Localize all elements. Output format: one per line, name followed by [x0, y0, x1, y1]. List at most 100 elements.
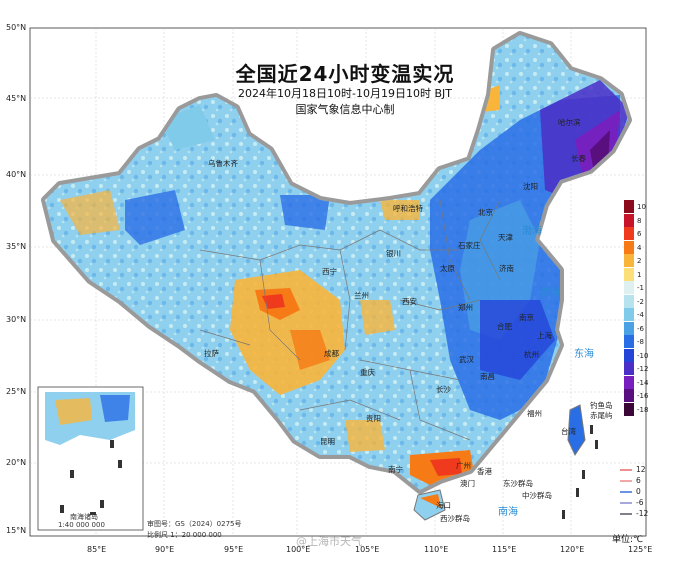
legend-label: 10 [637, 203, 646, 211]
legend-swatch [624, 294, 634, 308]
city-label: 长春 [571, 154, 586, 163]
lat-label: 15°N [6, 526, 27, 535]
legend-label: -6 [637, 324, 644, 333]
legend-swatch [624, 375, 634, 389]
city-label: 成都 [324, 349, 339, 358]
city-label: 赤尾屿 [590, 411, 613, 420]
legend-label: -14 [637, 378, 649, 387]
legend-label: -16 [637, 392, 649, 400]
inset-dashes [60, 440, 122, 515]
legend-label: 4 [637, 243, 642, 252]
city-label: 西宁 [322, 267, 337, 276]
city-label: 北京 [478, 208, 493, 217]
legend-swatch [624, 348, 634, 362]
map-approval-number: 审图号：GS（2024）0275号 [147, 520, 242, 528]
sea-label: 东海 [574, 349, 594, 360]
city-label: 郑州 [458, 303, 473, 312]
lat-label: 20°N [6, 458, 27, 467]
legend-label: -12 [637, 365, 649, 373]
isoline-label: 0 [636, 487, 641, 496]
lon-label: 125°E [628, 545, 653, 554]
city-label: 乌鲁木齐 [208, 159, 238, 168]
dash-marks [562, 425, 598, 519]
map-scale: 比例尺 1：20 000 000 [147, 531, 222, 539]
city-label: 武汉 [459, 355, 474, 364]
city-label: 中沙群岛 [522, 491, 552, 500]
lat-label: 45°N [6, 94, 27, 103]
lon-label: 120°E [560, 545, 585, 554]
city-label: 西沙群岛 [440, 514, 470, 523]
isoline-label: -12 [636, 509, 649, 518]
taiwan-island [567, 404, 586, 457]
lon-label: 100°E [286, 545, 311, 554]
city-label: 拉萨 [204, 349, 219, 358]
sea-label: 渤海 [522, 226, 542, 237]
city-label: 香港 [477, 467, 492, 476]
city-label: 东沙群岛 [503, 479, 533, 488]
lat-label: 40°N [6, 170, 27, 179]
map-subtitle: 2024年10月18日10时-10月19日10时 BJT [238, 87, 452, 100]
inset-scale: 1:40 000 000 [58, 521, 105, 529]
lon-label: 115°E [492, 545, 517, 554]
city-label: 西安 [402, 297, 417, 306]
isoline-label: -6 [636, 498, 644, 507]
legend-label: -8 [637, 338, 644, 346]
city-label: 兰州 [354, 291, 369, 300]
map-issuer: 国家气象信息中心制 [295, 103, 395, 116]
legend-label: 2 [637, 257, 642, 265]
lat-label: 30°N [6, 315, 27, 324]
city-label: 银川 [386, 249, 401, 258]
isoline-label: 12 [636, 465, 646, 474]
legend-swatch [624, 267, 634, 281]
province-borders [199, 199, 501, 441]
city-label: 重庆 [360, 368, 375, 377]
isoline-label: 6 [636, 476, 641, 485]
city-label: 澳门 [460, 479, 475, 488]
legend-label: 6 [637, 230, 642, 238]
city-label: 广州 [456, 461, 471, 470]
city-label: 台湾 [561, 427, 576, 436]
isoline-legend [620, 469, 632, 515]
inset-title: 南海诸岛 [70, 513, 98, 521]
map-title: 全国近24小时变温实况 [235, 62, 455, 86]
lon-label: 110°E [424, 545, 449, 554]
city-label: 呼和浩特 [393, 204, 423, 213]
city-label: 南宁 [388, 465, 403, 474]
city-label: 太原 [440, 264, 455, 273]
lat-label: 25°N [6, 387, 27, 396]
legend-label: 8 [637, 216, 642, 225]
legend-swatch [624, 213, 634, 227]
legend-swatch [624, 281, 634, 294]
legend-swatch [624, 308, 634, 321]
city-label: 海口 [436, 501, 451, 510]
lon-label: 85°E [87, 545, 107, 554]
lon-label: 95°E [224, 545, 244, 554]
city-label: 南京 [519, 313, 534, 322]
legend-swatch [624, 389, 634, 402]
legend-swatch [624, 254, 634, 267]
city-label: 天津 [498, 233, 513, 242]
city-label: 长沙 [436, 385, 451, 394]
legend-swatch [624, 362, 634, 375]
city-label: 上海 [537, 331, 552, 340]
legend-swatch [624, 227, 634, 240]
city-label: 合肥 [497, 322, 512, 331]
legend-label: -1 [637, 284, 644, 292]
map-border [29, 27, 647, 537]
city-label: 钓鱼岛 [590, 401, 613, 410]
sea-label: 南海 [498, 507, 518, 518]
legend-label: -4 [637, 311, 644, 319]
legend-swatch [624, 321, 634, 335]
city-label: 昆明 [320, 437, 335, 446]
city-label: 南昌 [480, 372, 495, 381]
legend-swatch [624, 200, 634, 213]
city-label: 福州 [527, 409, 542, 418]
legend-label: 1 [637, 270, 642, 279]
city-label: 沈阳 [523, 182, 538, 191]
lat-label: 35°N [6, 242, 27, 251]
city-label: 杭州 [524, 350, 539, 359]
city-label: 石家庄 [458, 241, 481, 250]
legend-label: -2 [637, 297, 644, 306]
